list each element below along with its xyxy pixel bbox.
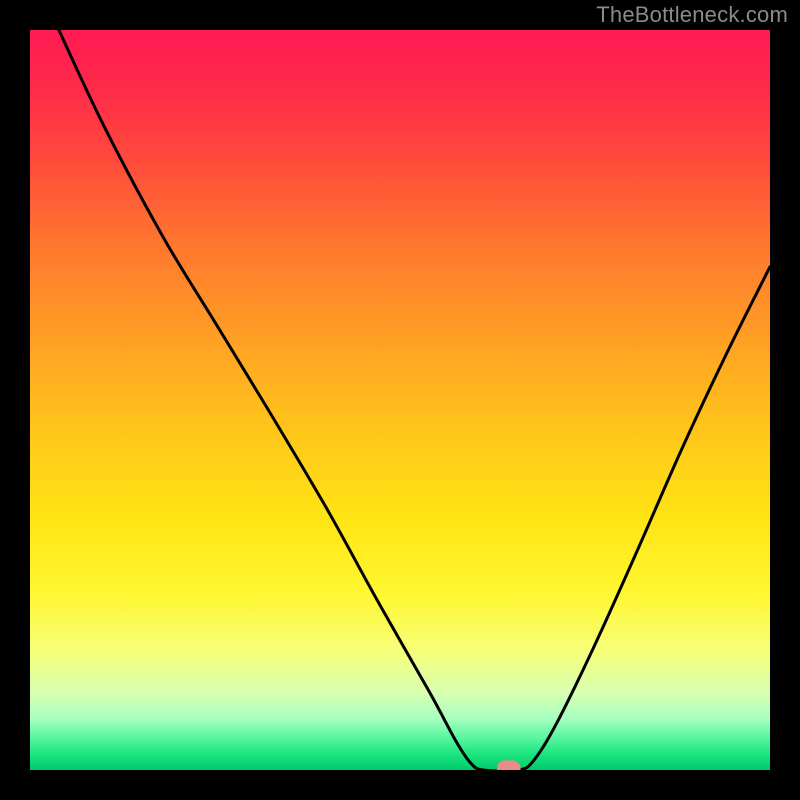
watermark-text: TheBottleneck.com xyxy=(596,2,788,28)
chart-frame: TheBottleneck.com xyxy=(0,0,800,800)
bottleneck-chart xyxy=(0,0,800,800)
chart-plot-area xyxy=(30,30,770,770)
